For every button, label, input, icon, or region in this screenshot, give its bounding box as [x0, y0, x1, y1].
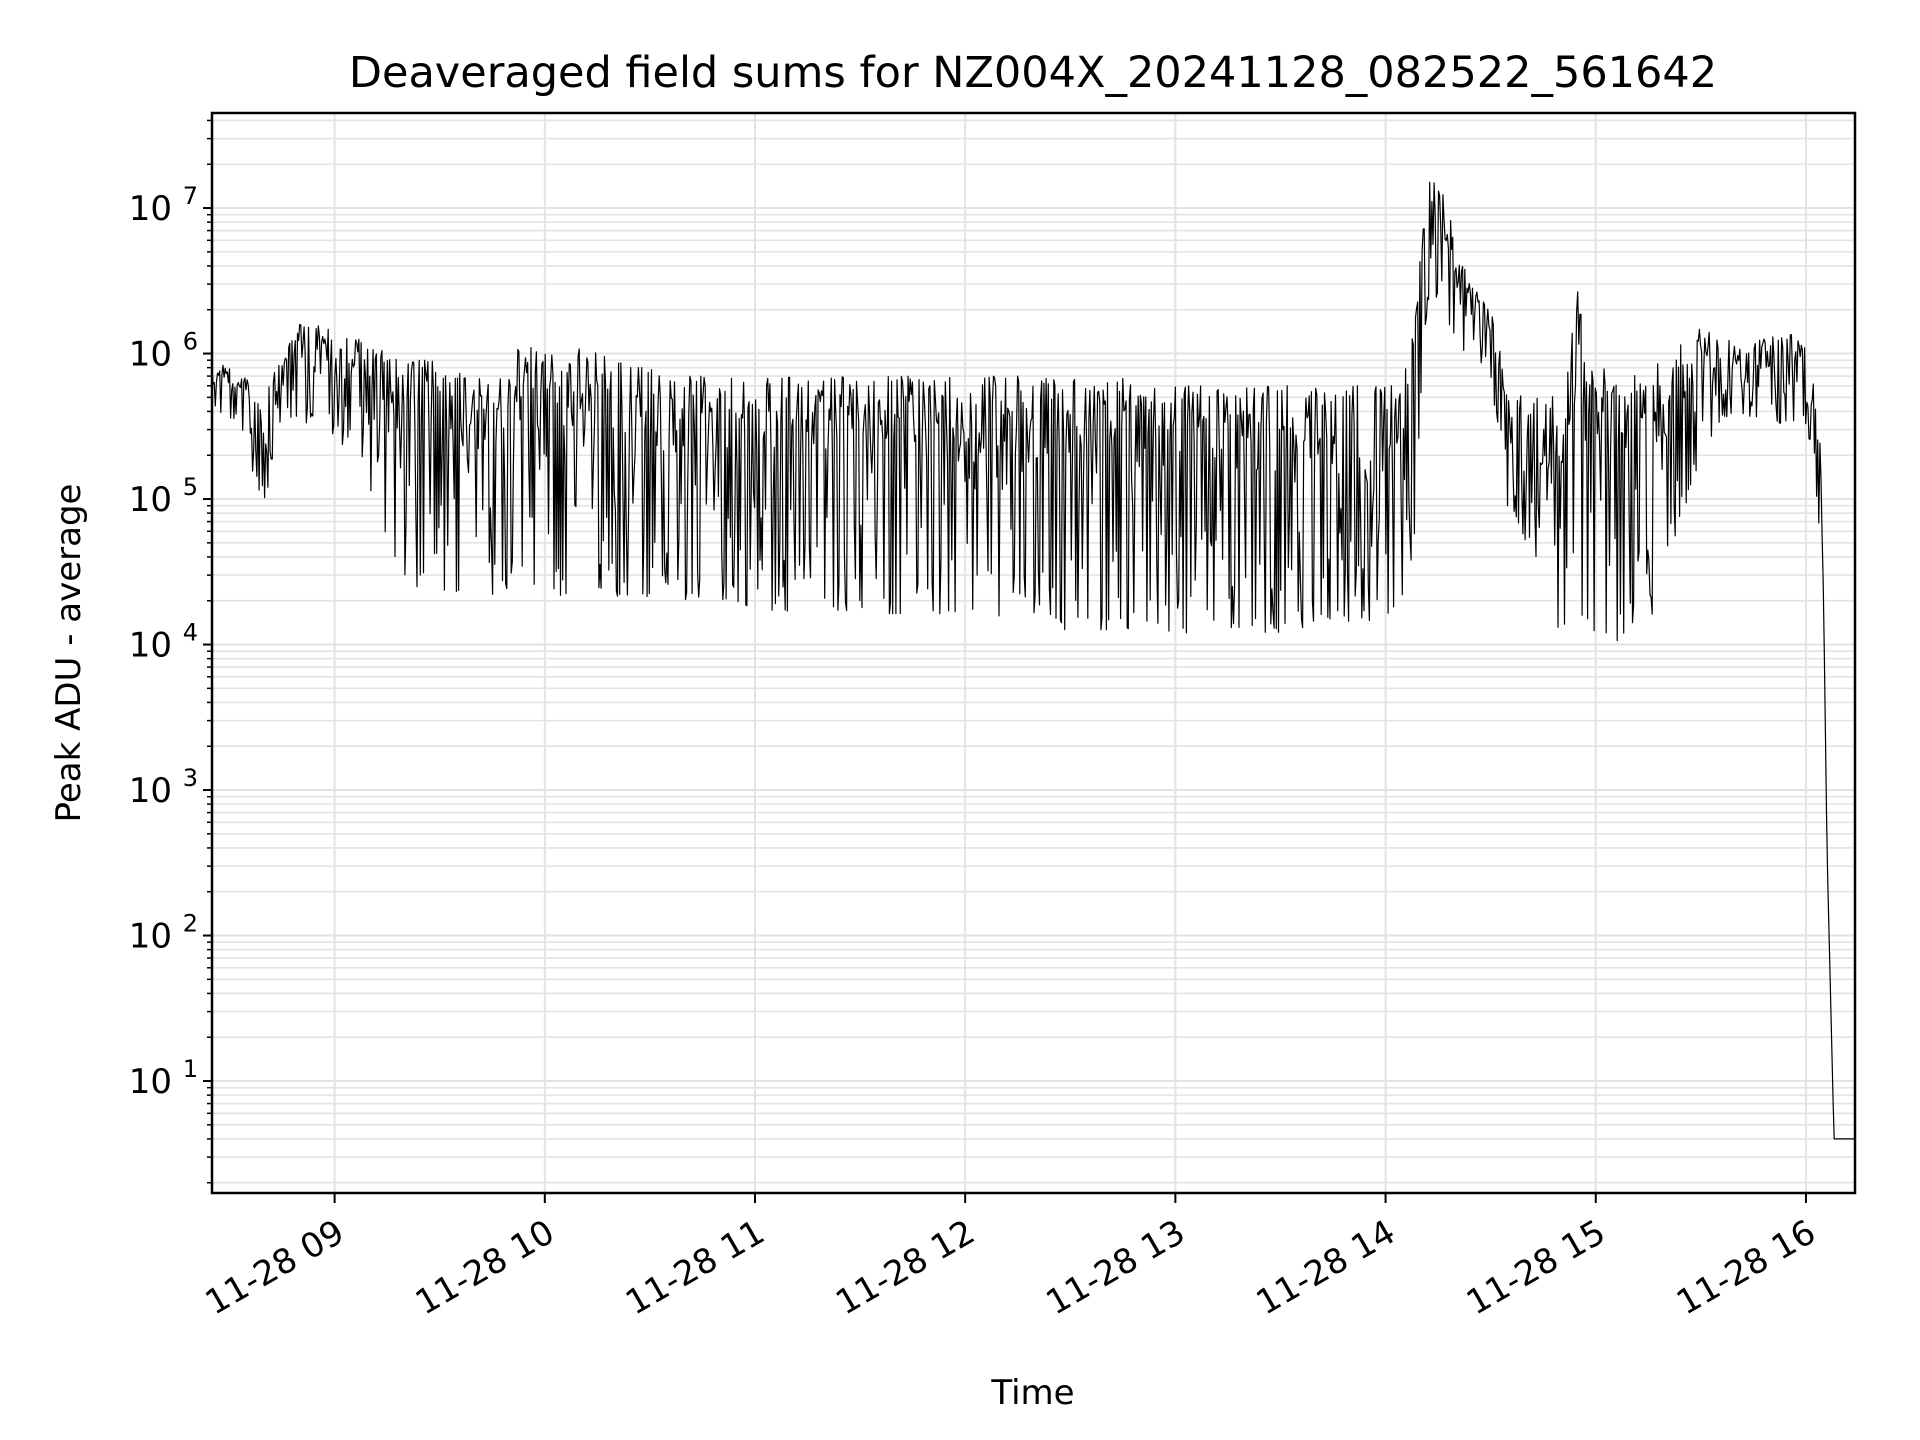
y-tick-label: 10: [129, 1062, 172, 1102]
data-series: [212, 181, 1855, 1140]
plot-area: [212, 181, 1855, 1140]
y-axis-ticks: 10 1 10 2 10 3 10 4 10 5 10 6 10 7: [129, 119, 212, 1184]
y-tick-label: 10: [129, 626, 172, 666]
axes-frame: [210, 111, 1857, 1195]
major-gridlines: [212, 113, 1855, 1193]
y-tick-label: 10: [129, 189, 172, 229]
chart-title: Deaveraged field sums for NZ004X_2024112…: [349, 48, 1717, 98]
x-axis-label: Time: [990, 1373, 1074, 1413]
y-tick-label-exponent: 2: [183, 910, 198, 938]
y-tick-label-exponent: 7: [183, 182, 198, 210]
y-tick-label-exponent: 6: [183, 328, 198, 356]
y-tick-label-exponent: 1: [183, 1055, 198, 1083]
y-tick-label-exponent: 5: [183, 473, 198, 501]
y-axis-label: Peak ADU - average: [49, 484, 89, 823]
y-tick-label-exponent: 3: [183, 764, 198, 792]
y-tick-label-exponent: 4: [183, 619, 198, 647]
y-tick-label: 10: [129, 771, 172, 811]
series-line: [212, 181, 1855, 1140]
y-tick-label: 10: [129, 480, 172, 520]
y-tick-label: 10: [129, 917, 172, 957]
y-tick-label: 10: [129, 335, 172, 375]
